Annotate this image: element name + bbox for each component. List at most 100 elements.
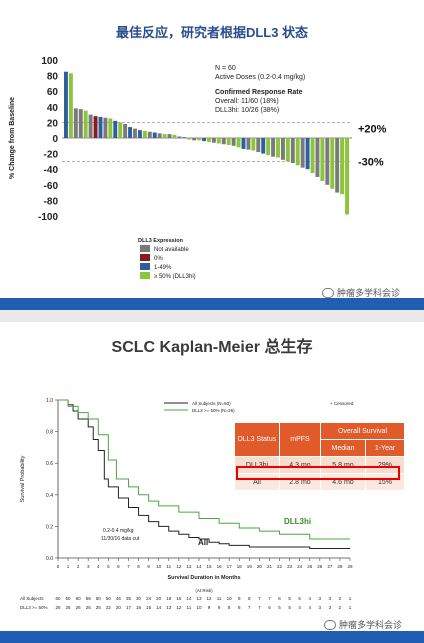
- legend-title: DLL3 Expression: [138, 238, 184, 244]
- x-tick-label: 3: [87, 564, 90, 569]
- x-tick-label: 12: [176, 564, 182, 569]
- at-risk-value: 14: [186, 596, 192, 601]
- at-risk-value: 35: [126, 596, 132, 601]
- x-tick-label: 2: [77, 564, 80, 569]
- x-tick-label: 28: [337, 564, 343, 569]
- x-tick-label: 10: [156, 564, 162, 569]
- at-risk-value: 1: [349, 596, 352, 601]
- info-text: Confirmed Response Rate: [215, 89, 303, 96]
- y-tick-label: 1.0: [46, 398, 53, 404]
- legend-label: 0%: [154, 256, 163, 262]
- waterfall-bar: [236, 138, 241, 148]
- x-tick-label: 14: [196, 564, 202, 569]
- at-risk-value: 4: [308, 605, 311, 610]
- censored-legend: + Censored: [330, 401, 354, 406]
- waterfall-bar: [226, 138, 231, 146]
- waterfall-bar: [241, 138, 246, 149]
- waterfall-bar: [280, 138, 285, 160]
- at-risk-value: 9: [218, 605, 221, 610]
- x-tick-label: 18: [237, 564, 243, 569]
- x-tick-label: 22: [277, 564, 283, 569]
- info-text: Overall: 11/60 (18%): [215, 98, 279, 105]
- table-cell: 2.8 mo: [279, 473, 321, 491]
- waterfall-bar: [113, 120, 118, 138]
- x-tick-label: 11: [166, 564, 171, 569]
- at-risk-label: DLL3 >= 50%: [20, 605, 48, 610]
- y-tick-label: -80: [44, 196, 59, 207]
- at-risk-value: 26: [76, 605, 82, 610]
- curve-label-all: All: [198, 538, 208, 547]
- x-tick-label: 20: [257, 564, 263, 569]
- legend-label: ≥ 50% (DLL3hi): [154, 274, 196, 280]
- at-risk-value: 3: [329, 596, 332, 601]
- at-risk-value: 26: [86, 605, 92, 610]
- legend-label: All Subjects (N=60): [192, 401, 231, 406]
- waterfall-bar: [340, 138, 345, 195]
- waterfall-bar: [192, 138, 197, 141]
- legend-swatch: [140, 263, 150, 270]
- table-cell: All: [234, 473, 280, 491]
- waterfall-bar: [78, 109, 83, 138]
- waterfall-bar: [108, 118, 113, 138]
- at-risk-value: 16: [176, 596, 182, 601]
- at-risk-value: 10: [196, 605, 202, 610]
- x-tick-label: 21: [267, 564, 273, 569]
- waterfall-bar: [172, 134, 177, 138]
- waterfall-bar: [187, 138, 192, 140]
- waterfall-bar: [246, 138, 251, 150]
- at-risk-value: 11: [217, 596, 222, 601]
- waterfall-bar: [88, 114, 93, 138]
- table-status-header: DLL3 Status: [234, 422, 280, 457]
- waterfall-bar: [123, 123, 128, 138]
- x-tick-label: 9: [147, 564, 150, 569]
- x-axis-title: Survival Duration in Months: [167, 575, 240, 581]
- waterfall-bar: [315, 138, 320, 177]
- info-text: DLL3hi: 10/26 (38%): [215, 107, 279, 114]
- at-risk-value: 18: [166, 596, 172, 601]
- at-risk-value: 30: [136, 596, 142, 601]
- waterfall-bar: [231, 138, 236, 146]
- legend-label: 1-49%: [154, 265, 172, 271]
- curve-label-dll3: DLL3hi: [284, 517, 311, 526]
- at-risk-value: 7: [258, 605, 261, 610]
- waterfall-bar: [103, 117, 108, 138]
- waterfall-bar: [98, 116, 103, 138]
- waterfall-bar: [266, 138, 271, 156]
- waterfall-bar: [197, 138, 202, 141]
- x-tick-label: 29: [347, 564, 353, 569]
- at-risk-value: 3: [319, 605, 322, 610]
- y-tick-label: 0.6: [46, 461, 53, 467]
- at-risk-value: 8: [228, 605, 231, 610]
- legend-swatch: [140, 254, 150, 261]
- waterfall-bar: [305, 138, 310, 170]
- x-tick-label: 17: [227, 564, 233, 569]
- x-tick-label: 1: [67, 564, 70, 569]
- table-os-header: Overall Survival: [320, 422, 405, 440]
- waterfall-bar: [330, 138, 335, 189]
- waterfall-bar: [182, 137, 187, 139]
- waterfall-bar: [325, 138, 330, 185]
- table-cell: 29%: [365, 456, 405, 474]
- table-cell: 4.6 mo: [320, 473, 366, 491]
- at-risk-value: 50: [106, 596, 112, 601]
- legend-label: DLL3 >= 50% (N=26): [192, 408, 235, 413]
- watermark: 肿瘤多学科会诊: [324, 618, 402, 631]
- y-tick-label: 60: [47, 87, 59, 98]
- km-chart: 0.00.20.40.60.81.00 1 2 3 4 5 6 7 8 9 10 11 12 13 14 15…: [20, 398, 354, 610]
- waterfall-bar: [157, 133, 162, 138]
- at-risk-value: 9: [208, 605, 211, 610]
- x-tick-label: 25: [307, 564, 313, 569]
- waterfall-bar: [83, 110, 88, 138]
- y-tick-label: -60: [44, 181, 59, 192]
- waterfall-bar: [137, 130, 142, 138]
- waterfall-bar: [345, 138, 349, 215]
- at-risk-value: 3: [319, 596, 322, 601]
- table-cell: 4.3 mo: [279, 456, 321, 474]
- at-risk-value: 60: [66, 596, 72, 601]
- at-risk-value: 6: [268, 605, 271, 610]
- waterfall-bar: [152, 132, 157, 138]
- legend-swatch: [140, 245, 150, 252]
- x-tick-label: 5: [107, 564, 110, 569]
- at-risk-value: 1: [349, 605, 352, 610]
- at-risk-value: 5: [298, 596, 301, 601]
